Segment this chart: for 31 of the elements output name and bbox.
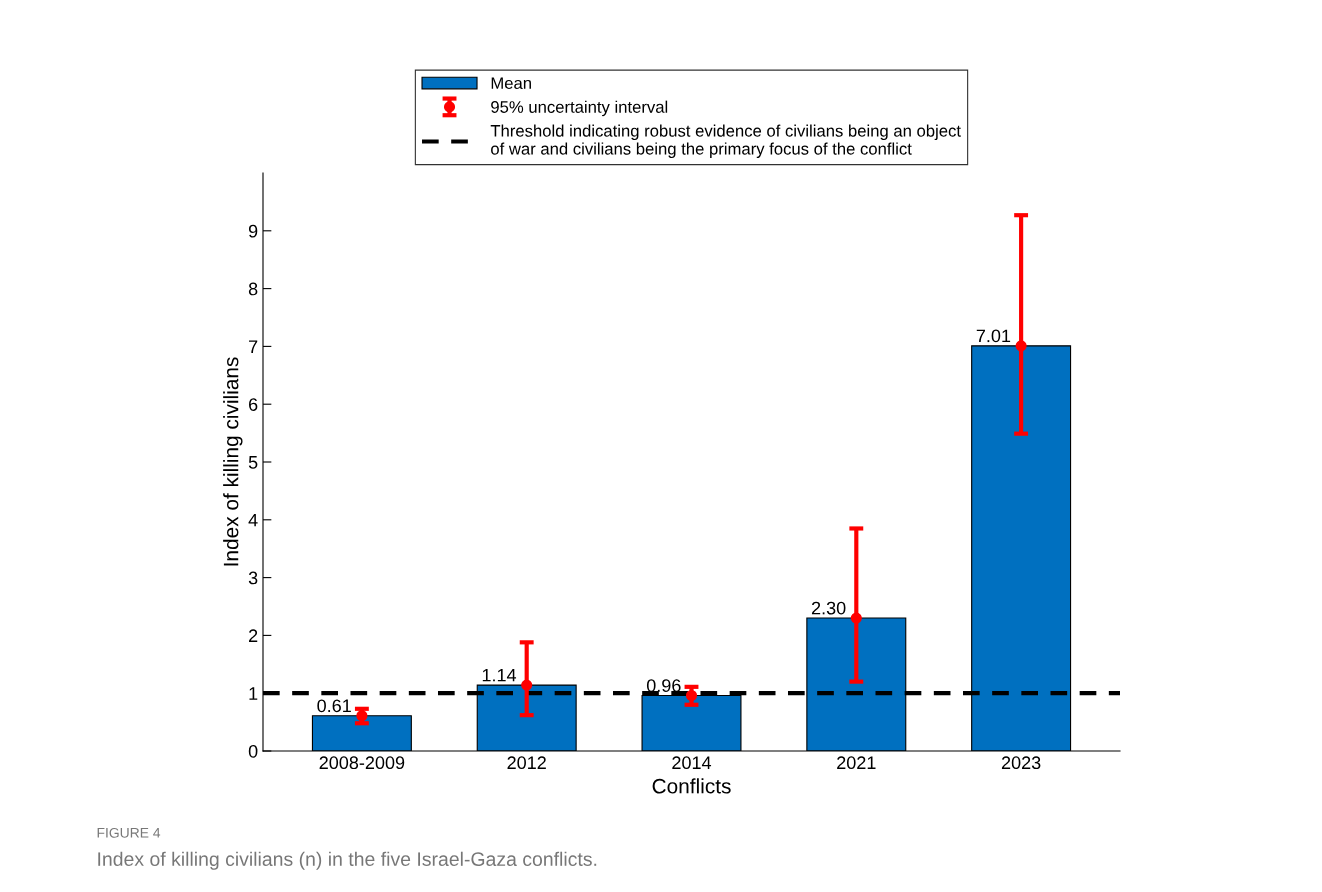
legend-label: Threshold indicating robust evidence of civilians being an object of war and civilians being the primary focus of the conflict [490, 124, 961, 158]
point [521, 679, 533, 691]
x-tick-label: 2008-2009 [319, 756, 405, 770]
data-label: 1.14 [482, 668, 517, 682]
point [685, 689, 698, 702]
y-tick-label: 7 [249, 340, 258, 353]
data-label: 7.01 [976, 329, 1011, 343]
y-axis-title: Index of killing civilians [223, 357, 243, 566]
legend-label: 95% uncertainty interval [491, 100, 668, 117]
data-label: 0.61 [317, 699, 351, 713]
x-tick-label: 2023 [1001, 756, 1041, 770]
y-tick-label: 4 [248, 513, 258, 527]
caption: FIGURE 4 [97, 827, 161, 838]
point [356, 710, 368, 722]
y-tick-label: 8 [248, 282, 258, 296]
y-tick-label: 6 [249, 398, 258, 411]
x-tick-label: 2012 [507, 756, 546, 770]
text: Index of killing civilians (n) in the five Israel-Gaza conflicts. [98, 851, 597, 870]
y-tick-label: 0 [248, 744, 258, 758]
data-label: 2.30 [811, 601, 846, 615]
y-tick-label: 9 [248, 224, 258, 238]
x-axis-title: Conflicts [652, 778, 731, 794]
point [1015, 340, 1027, 352]
y-tick-label: 3 [248, 571, 258, 585]
point [850, 612, 862, 624]
legend-label: Mean [491, 77, 531, 90]
y-tick-label: 5 [248, 456, 258, 469]
x-tick-label: 2021 [837, 756, 876, 770]
x-tick-label: 2014 [672, 756, 712, 770]
y-tick-label: 2 [249, 629, 258, 642]
y-tick-label: 1 [249, 687, 258, 700]
